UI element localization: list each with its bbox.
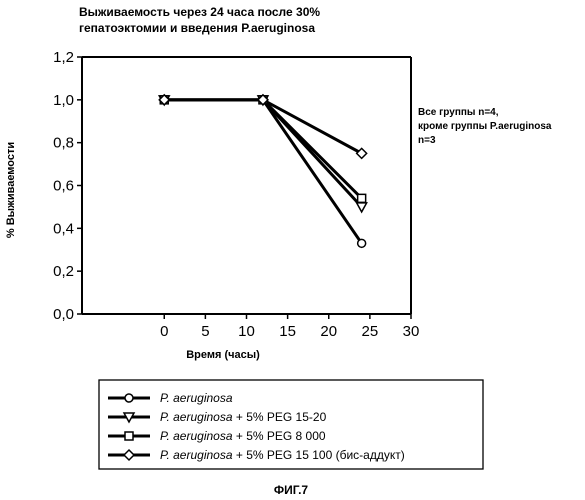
y-tick-label: 1,0 xyxy=(53,92,74,109)
series-line xyxy=(164,100,361,199)
legend-label-rest: + 5% PEG 15-20 xyxy=(233,410,327,424)
chart-title-line-2: гепатоэктомии и введения P.aeruginosa xyxy=(79,21,315,35)
legend-label-italic: P. aeruginosa xyxy=(160,429,233,443)
figure-label: ФИГ.7 xyxy=(274,483,309,497)
legend-label: P. aeruginosa + 5% PEG 8 000 xyxy=(160,429,326,443)
x-tick-label: 0 xyxy=(160,323,168,340)
x-tick-label: 15 xyxy=(279,323,296,340)
series-line xyxy=(164,100,361,154)
x-tick-label: 5 xyxy=(201,323,209,340)
y-tick-label: 0,0 xyxy=(53,306,74,323)
legend-label: P. aeruginosa + 5% PEG 15-20 xyxy=(160,410,327,424)
legend-label: P. aeruginosa xyxy=(160,391,233,405)
x-tick-label: 10 xyxy=(238,323,255,340)
legend-swatch-marker xyxy=(125,432,133,440)
series-1 xyxy=(164,100,361,243)
legend-label-rest: + 5% PEG 15 100 (бис-аддукт) xyxy=(233,448,405,462)
y-tick-label: 0,6 xyxy=(53,178,74,195)
x-ticks: 0 5 10 15 20 25 30 xyxy=(160,314,419,340)
data-point xyxy=(358,239,366,247)
legend-label-rest: + 5% PEG 8 000 xyxy=(233,429,326,443)
legend-swatch-marker xyxy=(125,394,133,402)
annotation-line-1: Все группы n=4, xyxy=(418,107,499,118)
y-tick-label: 1,2 xyxy=(53,49,74,66)
chart-title-line-1: Выживаемость через 24 часа после 30% xyxy=(79,5,320,19)
y-tick-label: 0,4 xyxy=(53,220,74,237)
series-3 xyxy=(164,100,361,199)
y-ticks: 0,0 0,2 0,4 0,6 0,8 1,0 1,2 xyxy=(53,49,82,323)
x-tick-label: 30 xyxy=(403,323,420,340)
annotation-line-2: кроме группы P.aeruginosa xyxy=(418,121,552,132)
series-line xyxy=(164,100,361,243)
data-point xyxy=(358,194,366,202)
x-tick-label: 20 xyxy=(320,323,337,340)
legend-label-italic: P. aeruginosa xyxy=(160,410,233,424)
series-2-points xyxy=(159,96,366,212)
legend-label: P. aeruginosa + 5% PEG 15 100 (бис-аддук… xyxy=(160,448,405,462)
x-tick-label: 25 xyxy=(362,323,379,340)
y-axis-label: % Выживаемости xyxy=(5,142,17,238)
series-3-points xyxy=(160,96,365,203)
series-layer xyxy=(159,95,366,247)
x-axis-label: Время (часы) xyxy=(186,349,260,361)
y-tick-label: 0,2 xyxy=(53,263,74,280)
y-tick-label: 0,8 xyxy=(53,135,74,152)
data-point xyxy=(357,203,367,212)
legend-label-italic: P. aeruginosa xyxy=(160,391,233,405)
legend-label-italic: P. aeruginosa xyxy=(160,448,233,462)
annotation-line-3: n=3 xyxy=(418,135,436,146)
series-2 xyxy=(164,100,361,207)
series-4-points xyxy=(159,95,366,159)
series-line xyxy=(164,100,361,207)
series-4 xyxy=(164,100,361,154)
